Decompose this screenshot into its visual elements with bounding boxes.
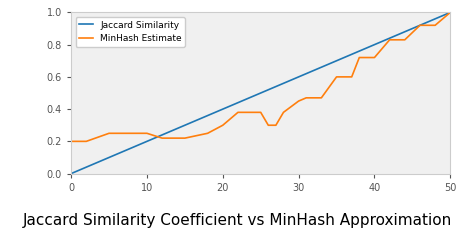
MinHash Estimate: [356, 56, 362, 59]
MinHash Estimate: [159, 137, 165, 140]
Jaccard Similarity: [319, 66, 324, 69]
MinHash Estimate: [106, 132, 112, 135]
MinHash Estimate: [182, 137, 188, 140]
MinHash Estimate: [349, 75, 355, 78]
MinHash Estimate: [372, 56, 377, 59]
MinHash Estimate: [296, 99, 301, 103]
MinHash Estimate: [402, 38, 408, 41]
MinHash Estimate: [387, 38, 392, 41]
MinHash Estimate: [319, 96, 324, 99]
Jaccard Similarity: [152, 137, 157, 140]
Jaccard Similarity: [182, 124, 188, 127]
Jaccard Similarity: [190, 121, 195, 124]
MinHash Estimate: [265, 124, 271, 127]
Legend: Jaccard Similarity, MinHash Estimate: Jaccard Similarity, MinHash Estimate: [76, 17, 185, 47]
MinHash Estimate: [281, 111, 286, 114]
MinHash Estimate: [220, 124, 226, 127]
MinHash Estimate: [303, 96, 309, 99]
Jaccard Similarity: [68, 172, 74, 175]
MinHash Estimate: [235, 111, 241, 114]
Jaccard Similarity: [447, 11, 453, 14]
Line: Jaccard Similarity: Jaccard Similarity: [71, 12, 450, 174]
MinHash Estimate: [205, 132, 210, 135]
MinHash Estimate: [83, 140, 89, 143]
Text: Jaccard Similarity Coefficient vs MinHash Approximation: Jaccard Similarity Coefficient vs MinHas…: [22, 213, 452, 228]
Jaccard Similarity: [440, 14, 446, 17]
MinHash Estimate: [273, 124, 279, 127]
Line: MinHash Estimate: MinHash Estimate: [71, 12, 450, 141]
MinHash Estimate: [447, 11, 453, 14]
Jaccard Similarity: [341, 56, 347, 59]
MinHash Estimate: [144, 132, 150, 135]
MinHash Estimate: [68, 140, 74, 143]
MinHash Estimate: [334, 75, 339, 78]
MinHash Estimate: [258, 111, 264, 114]
MinHash Estimate: [432, 24, 438, 27]
MinHash Estimate: [417, 24, 423, 27]
